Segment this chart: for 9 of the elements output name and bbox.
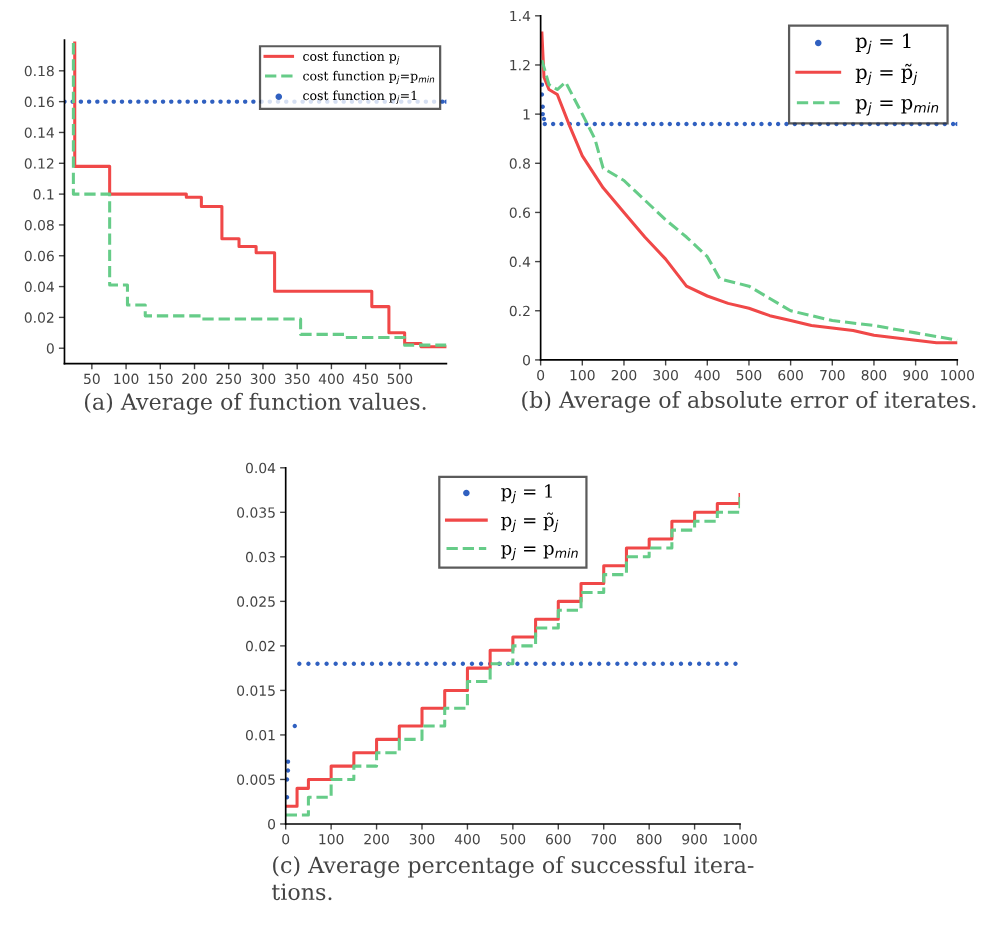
text: (a) Average of function values. (84, 392, 426, 415)
legend-label: p$_{j}$ = 1 (501, 484, 552, 504)
legend-label: p$_{j}$ = 1 (855, 33, 911, 54)
legend-label: p$_{j}$ = p$_{min}$ (501, 545, 578, 561)
legend-label: p$_{j}$ = p̃$_{j}$ (855, 63, 918, 85)
legend-label: p$_{j}$ = p̃$_{j}$ (501, 512, 559, 532)
text: (c) Average percentage of successful itera- tions. (271, 856, 754, 901)
text: (b) Average of absolute error of iterates. (522, 390, 976, 413)
legend-label: p$_{j}$ = p$_{min}$ (855, 99, 939, 116)
